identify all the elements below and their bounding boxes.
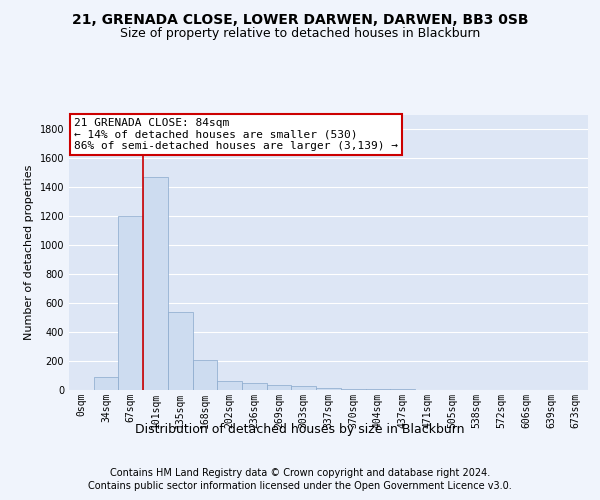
- Text: Contains HM Land Registry data © Crown copyright and database right 2024.: Contains HM Land Registry data © Crown c…: [110, 468, 490, 477]
- Bar: [365, 388, 390, 390]
- Bar: [267, 384, 292, 390]
- Y-axis label: Number of detached properties: Number of detached properties: [24, 165, 34, 340]
- Bar: [341, 388, 365, 390]
- Text: 21, GRENADA CLOSE, LOWER DARWEN, DARWEN, BB3 0SB: 21, GRENADA CLOSE, LOWER DARWEN, DARWEN,…: [72, 12, 528, 26]
- Text: Distribution of detached houses by size in Blackburn: Distribution of detached houses by size …: [135, 422, 465, 436]
- Bar: [193, 360, 217, 390]
- Bar: [292, 386, 316, 390]
- Text: 21 GRENADA CLOSE: 84sqm
← 14% of detached houses are smaller (530)
86% of semi-d: 21 GRENADA CLOSE: 84sqm ← 14% of detache…: [74, 118, 398, 151]
- Text: Size of property relative to detached houses in Blackburn: Size of property relative to detached ho…: [120, 28, 480, 40]
- Bar: [242, 383, 267, 390]
- Bar: [143, 177, 168, 390]
- Bar: [168, 312, 193, 390]
- Bar: [217, 380, 242, 390]
- Bar: [118, 216, 143, 390]
- Text: Contains public sector information licensed under the Open Government Licence v3: Contains public sector information licen…: [88, 481, 512, 491]
- Bar: [316, 388, 341, 390]
- Bar: [94, 377, 118, 390]
